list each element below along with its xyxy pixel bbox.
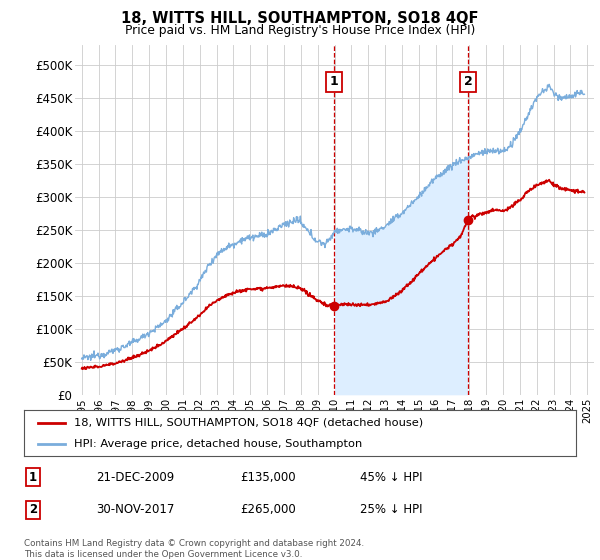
Text: 1: 1 bbox=[29, 470, 37, 484]
Text: £135,000: £135,000 bbox=[240, 470, 296, 484]
Text: 2: 2 bbox=[29, 503, 37, 516]
Text: 21-DEC-2009: 21-DEC-2009 bbox=[96, 470, 174, 484]
Text: 2: 2 bbox=[464, 75, 472, 88]
Text: £265,000: £265,000 bbox=[240, 503, 296, 516]
Text: Contains HM Land Registry data © Crown copyright and database right 2024.
This d: Contains HM Land Registry data © Crown c… bbox=[24, 539, 364, 559]
Text: 45% ↓ HPI: 45% ↓ HPI bbox=[360, 470, 422, 484]
Text: 18, WITTS HILL, SOUTHAMPTON, SO18 4QF: 18, WITTS HILL, SOUTHAMPTON, SO18 4QF bbox=[121, 11, 479, 26]
Text: 18, WITTS HILL, SOUTHAMPTON, SO18 4QF (detached house): 18, WITTS HILL, SOUTHAMPTON, SO18 4QF (d… bbox=[74, 418, 423, 428]
Text: 1: 1 bbox=[329, 75, 338, 88]
Text: HPI: Average price, detached house, Southampton: HPI: Average price, detached house, Sout… bbox=[74, 439, 362, 449]
Text: 30-NOV-2017: 30-NOV-2017 bbox=[96, 503, 175, 516]
Text: 25% ↓ HPI: 25% ↓ HPI bbox=[360, 503, 422, 516]
Text: Price paid vs. HM Land Registry's House Price Index (HPI): Price paid vs. HM Land Registry's House … bbox=[125, 24, 475, 36]
